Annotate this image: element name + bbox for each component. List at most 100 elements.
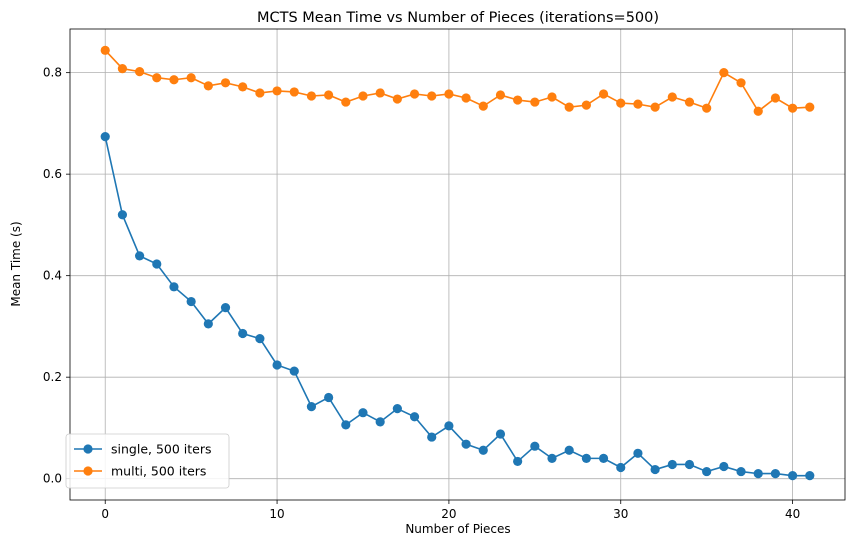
chart-title: MCTS Mean Time vs Number of Pieces (iter… [257, 10, 659, 26]
series-1-point [719, 461, 729, 472]
series-2-point [667, 92, 677, 102]
series-1-point [186, 296, 196, 307]
series-1-point [598, 453, 609, 463]
y-tick-label: 0.8 [43, 66, 62, 80]
series-1-point [547, 453, 557, 463]
series-1-point [581, 453, 591, 463]
legend-label-1: single, 500 iters [111, 442, 212, 457]
series-1-point [392, 404, 402, 414]
series-2-point [220, 78, 231, 88]
series-2-point [598, 89, 609, 99]
series-2-point [203, 81, 213, 91]
series-2-point [702, 103, 712, 113]
y-tick-label: 0.0 [43, 472, 62, 486]
series-1-point [667, 459, 677, 470]
series-1-point [650, 464, 660, 475]
series-2-point [324, 90, 334, 100]
series-2-point [564, 102, 574, 112]
series-1-point [220, 303, 231, 313]
series-2-point [495, 90, 506, 100]
series-1-point [805, 471, 815, 481]
series-2-point [547, 92, 557, 102]
series-1-point [341, 420, 351, 430]
series-2-point [255, 88, 265, 98]
series-1-point [272, 360, 282, 370]
series-2-point [650, 102, 660, 112]
series-2-point [341, 97, 351, 107]
series-2-point [684, 97, 695, 107]
series-1-point [530, 441, 540, 451]
series-2-point [427, 91, 437, 101]
y-axis-label: Mean Time (s) [9, 221, 23, 306]
series-1-point [117, 210, 128, 220]
series-line-2 [104, 49, 810, 113]
series-1-point [134, 251, 145, 261]
series-1-point [787, 471, 798, 481]
series-2-point [306, 91, 317, 101]
series-2-point [753, 106, 763, 116]
series-1-point [770, 469, 781, 479]
series-1-point [478, 445, 488, 455]
series-1-point [444, 421, 454, 431]
series-1-point [736, 466, 746, 477]
legend-label-2: multi, 500 iters [111, 464, 206, 479]
y-tick-label: 0.4 [43, 269, 62, 283]
series-2-point [805, 102, 815, 112]
plot-area-frame [69, 28, 846, 501]
series-1-point [358, 408, 368, 418]
series-1-point [564, 445, 574, 455]
series-1-point [633, 448, 643, 458]
series-2-point [409, 89, 420, 99]
series-1-point [169, 282, 179, 292]
legend-marker-1 [83, 444, 93, 454]
x-tick-label: 40 [785, 507, 800, 521]
series-2-point [736, 78, 746, 88]
series-2-point [478, 101, 488, 111]
legend-marker-2 [83, 466, 93, 476]
y-tick-label: 0.6 [43, 167, 62, 181]
series-1-point [152, 259, 162, 269]
series-1-point [306, 402, 317, 412]
series-2-point [787, 103, 798, 113]
series-1-point [203, 319, 213, 329]
series-line-1 [104, 136, 810, 477]
series-1-point [409, 412, 420, 422]
x-tick-label: 20 [441, 507, 456, 521]
series-1-point [495, 429, 506, 439]
x-tick-label: 10 [269, 507, 284, 521]
series-2-point [392, 94, 402, 104]
series-2-point [358, 91, 368, 101]
series-2-point [100, 45, 110, 55]
legend: single, 500 iters multi, 500 iters [65, 433, 230, 489]
grid-lines [70, 29, 845, 500]
series-2-point [169, 75, 179, 85]
series-1-point [289, 366, 299, 376]
series-1-point [100, 131, 110, 142]
series-2-point [719, 68, 729, 78]
series-2-point [513, 95, 523, 105]
series-1-point [255, 334, 265, 344]
series-2-point [134, 67, 145, 77]
series-2-point [616, 98, 626, 108]
series-2-point [633, 99, 643, 109]
series-1-point [616, 462, 626, 473]
series-2-point [581, 100, 591, 110]
series-1-point [702, 466, 712, 477]
x-tick-label: 30 [613, 507, 628, 521]
y-tick-label: 0.2 [43, 370, 62, 384]
series-1-point [427, 432, 437, 442]
series-2-point [375, 88, 385, 98]
series-1-point [324, 392, 334, 403]
series-2-point [238, 82, 248, 92]
series-2-point [117, 63, 128, 74]
series-1-point [461, 439, 471, 449]
series-2-point [444, 89, 454, 99]
series-1-point [753, 469, 763, 479]
series-2-point [152, 73, 162, 83]
series-1-point [684, 459, 695, 470]
series-1-point [513, 456, 523, 467]
series-1-point [375, 417, 385, 427]
series-2-point [770, 93, 781, 103]
series-layer [100, 45, 815, 481]
